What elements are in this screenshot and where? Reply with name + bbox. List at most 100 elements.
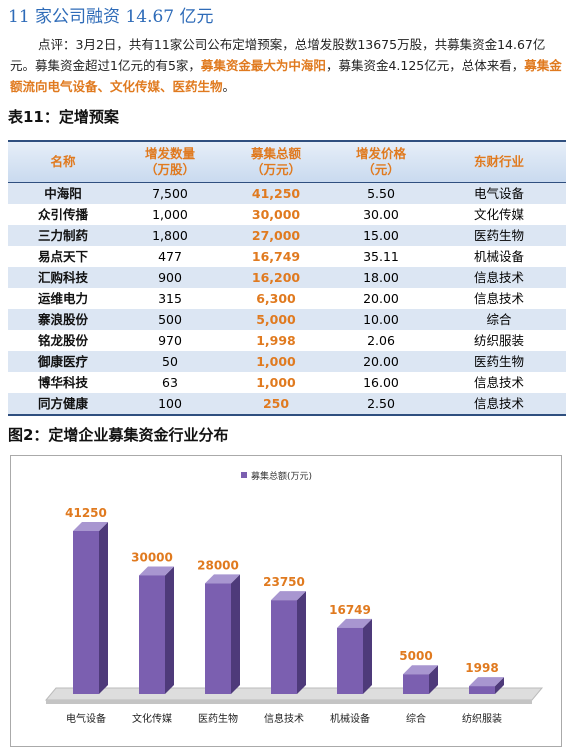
bar-top: [271, 591, 306, 601]
header-cell: 增发价格 （元）: [330, 146, 432, 178]
table-cell: 35.11: [363, 248, 399, 264]
bar-top: [337, 618, 372, 628]
header-text: 增发价格: [355, 146, 406, 161]
table-cell: 30.00: [363, 206, 399, 222]
chart-frame: 募集总额(万元) 41250 电气设备 30000 文化传媒 28000 医药生物 23750…: [10, 455, 562, 747]
table-cell: 16,749: [251, 248, 301, 264]
table-cell: 信息技术: [473, 374, 524, 390]
table-row: 众引传播 1,000 30,000 30.00 文化传媒: [8, 204, 566, 225]
table-cell: 汇购科技: [37, 269, 88, 285]
table-cell: 纺织服装: [473, 332, 524, 348]
table-cell: 6,300: [256, 290, 296, 306]
table-cell: 1,000: [256, 353, 296, 369]
table-cell: 医药生物: [473, 227, 524, 243]
table-cell: 信息技术: [473, 269, 524, 285]
bar-side: [495, 677, 504, 694]
bar: [337, 627, 363, 694]
bar: [139, 575, 165, 694]
table-cell: 1,998: [256, 332, 296, 348]
table-cell: 1,800: [152, 227, 188, 243]
table-caption: 表11：定增预案: [8, 108, 119, 126]
text-segment: ，募集资金4.125亿元，总体来看，: [325, 58, 525, 73]
header-row: 名称 增发数量 （万股） 募集总额 （万元） 增发价格 （元） 东财行业: [8, 142, 566, 183]
bar: [205, 583, 231, 694]
table-cell: 30,000: [251, 206, 301, 222]
table-row: 运维电力 315 6,300 20.00 信息技术: [8, 288, 566, 309]
bar-side: [165, 566, 174, 694]
header-cell: 募集总额 （万元）: [222, 146, 330, 178]
header-text: （元）: [362, 162, 400, 177]
value-label: 16749: [329, 603, 371, 617]
header-text: 增发数量: [144, 146, 195, 161]
bar-side: [99, 522, 108, 694]
legend-label: 募集总额(万元): [251, 470, 312, 482]
value-label: 1998: [465, 661, 498, 675]
table-cell: 41,250: [251, 185, 301, 201]
floor-front: [46, 700, 532, 704]
bar-side: [429, 665, 438, 694]
table-cell: 1,000: [256, 374, 296, 390]
header-text: 名称: [50, 154, 76, 169]
value-label: 23750: [263, 575, 305, 589]
value-label: 28000: [197, 558, 239, 572]
text-segment: 募集金额流向电气设备、文化传媒、医药生物: [10, 58, 562, 94]
text-segment: 募集资金最大为中海阳: [200, 58, 326, 73]
table-cell: 970: [158, 332, 182, 348]
header-cell: 东财行业: [432, 154, 566, 170]
table-cell: 20.00: [363, 290, 399, 306]
category-label: 机械设备: [330, 712, 370, 725]
table-row: 铭龙股份 970 1,998 2.06 纺织服装: [8, 330, 566, 351]
table-cell: 18.00: [363, 269, 399, 285]
category-label: 纺织服装: [462, 712, 502, 725]
paragraph: 点评：3月2日，共有11家公司公布定增预案，总增发股数13675万股，共募集资金…: [10, 34, 562, 97]
bar-top: [469, 677, 504, 687]
table-cell: 机械设备: [473, 248, 524, 264]
bar-top: [139, 566, 174, 576]
chart: 募集总额(万元) 41250 电气设备 30000 文化传媒 28000 医药生物 23750…: [44, 470, 544, 725]
table-cell: 寨浪股份: [37, 311, 88, 327]
table-row: 同方健康 100 250 2.50 信息技术: [8, 393, 566, 414]
table-cell: 63: [162, 374, 178, 390]
header-cell: 名称: [8, 154, 118, 170]
table-cell: 综合: [486, 311, 512, 327]
table-cell: 900: [158, 269, 182, 285]
table-cell: 2.50: [367, 395, 395, 411]
header-text: （万元）: [250, 162, 301, 177]
bar: [403, 674, 429, 694]
table-row: 御康医疗 50 1,000 20.00 医药生物: [8, 351, 566, 372]
table: 名称 增发数量 （万股） 募集总额 （万元） 增发价格 （元） 东财行业 中海阳 7,500 41,…: [8, 140, 566, 416]
bar-side: [363, 618, 372, 694]
table-cell: 电气设备: [473, 185, 524, 201]
header-text: 募集总额: [250, 146, 301, 161]
header-text: （万股）: [144, 162, 195, 177]
category-label: 文化传媒: [132, 712, 172, 725]
value-label: 5000: [399, 649, 432, 663]
table-cell: 27,000: [251, 227, 301, 243]
table-cell: 文化传媒: [473, 206, 524, 222]
table-cell: 2.06: [367, 332, 395, 348]
table-cell: 信息技术: [473, 290, 524, 306]
table-cell: 16.00: [363, 374, 399, 390]
table-cell: 15.00: [363, 227, 399, 243]
table-cell: 5,000: [256, 311, 296, 327]
table-row: 汇购科技 900 16,200 18.00 信息技术: [8, 267, 566, 288]
text-segment: 点评：3月2日，共有11家公司公布定增预案，总增发股数13675万股，共募集资金…: [10, 37, 546, 73]
table-cell: 铭龙股份: [37, 332, 88, 348]
table-cell: 500: [158, 311, 182, 327]
table-cell: 50: [162, 353, 178, 369]
table-cell: 315: [158, 290, 182, 306]
table-cell: 众引传播: [37, 206, 88, 222]
bar: [469, 686, 495, 694]
bar: [271, 600, 297, 694]
table-cell: 1,000: [152, 206, 188, 222]
table-cell: 477: [158, 248, 182, 264]
table-cell: 御康医疗: [37, 353, 88, 369]
table-cell: 5.50: [367, 185, 395, 201]
table-row: 寨浪股份 500 5,000 10.00 综合: [8, 309, 566, 330]
table-cell: 16,200: [251, 269, 301, 285]
bar-top: [73, 522, 108, 531]
table-cell: 同方健康: [37, 395, 88, 411]
table-row: 三力制药 1,800 27,000 15.00 医药生物: [8, 225, 566, 246]
table-cell: 博华科技: [37, 374, 88, 390]
